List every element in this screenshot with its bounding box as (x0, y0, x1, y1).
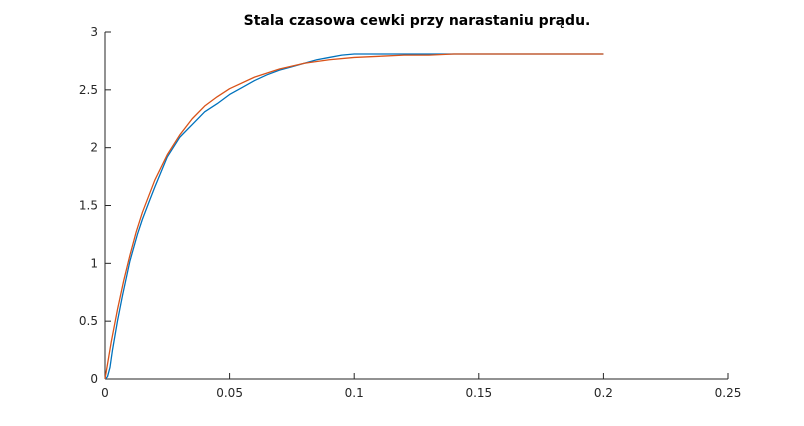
y-tick-label: 1.5 (79, 199, 98, 213)
series-line-1 (104, 53, 604, 380)
y-ticks: 0 0.5 1 1.5 2 2.5 3 (79, 25, 111, 386)
x-tick-label: 0.1 (345, 386, 364, 400)
x-tick-label: 0.15 (465, 386, 492, 400)
y-tick-label: 0.5 (79, 314, 98, 328)
y-tick-label: 2 (90, 141, 98, 155)
y-tick-label: 2.5 (79, 83, 98, 97)
x-tick-label: 0.2 (594, 386, 613, 400)
y-tick-label: 3 (90, 25, 98, 39)
y-tick-label: 1 (90, 256, 98, 270)
series-line-2 (104, 53, 604, 380)
x-ticks: 0 0.05 0.1 0.15 0.2 0.25 (101, 373, 741, 400)
x-tick-label: 0 (101, 386, 109, 400)
plot-lines (104, 53, 604, 380)
chart-title: Stala czasowa cewki przy narastaniu prąd… (244, 13, 591, 29)
x-tick-label: 0.25 (715, 386, 742, 400)
x-tick-label: 0.05 (216, 386, 243, 400)
y-tick-label: 0 (90, 372, 98, 386)
